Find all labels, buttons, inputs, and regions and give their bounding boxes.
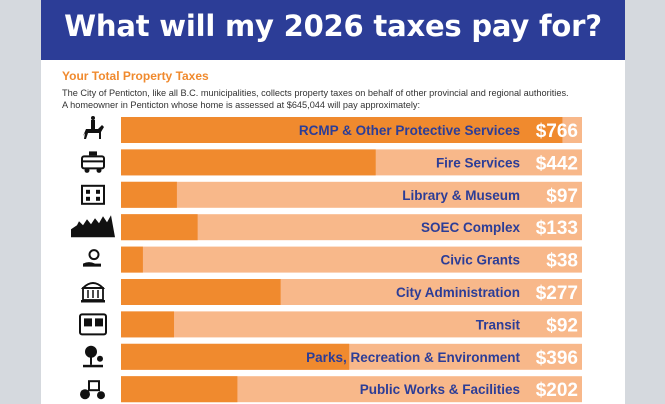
bar-category-label: RCMP & Other Protective Services — [299, 123, 520, 138]
page-title: What will my 2026 taxes pay for? — [64, 9, 602, 43]
library-building-icon — [81, 184, 105, 205]
bar-track — [121, 311, 582, 338]
bar-track — [121, 181, 582, 208]
bar-track — [121, 246, 582, 273]
bar-category-label: Civic Grants — [440, 253, 520, 268]
bar-fill — [121, 181, 177, 208]
bar-fill — [121, 376, 238, 403]
bar-value-label: $277 — [536, 283, 578, 304]
bar-category-label: Library & Museum — [402, 188, 520, 203]
bar-value-label: $133 — [536, 218, 578, 239]
mounted-police-icon — [83, 116, 104, 139]
bar-value-label: $442 — [536, 153, 578, 174]
bar-category-label: Fire Services — [436, 155, 520, 170]
bar-category-label: Parks, Recreation & Environment — [306, 350, 520, 365]
bar-value-label: $396 — [536, 348, 578, 369]
hand-giving-icon — [83, 249, 101, 267]
description-line-1: The City of Penticton, like all B.C. mun… — [62, 88, 569, 98]
bar-value-label: $202 — [536, 380, 578, 401]
section-title: Your Total Property Taxes — [62, 69, 209, 83]
bar-category-label: SOEC Complex — [421, 220, 521, 235]
fire-truck-icon — [81, 151, 105, 173]
bar-fill — [121, 246, 143, 273]
bar-fill — [121, 279, 281, 305]
bar-category-label: Public Works & Facilities — [360, 382, 520, 397]
bar-track — [121, 214, 582, 241]
title-banner: What will my 2026 taxes pay for? — [41, 0, 625, 60]
arena-crowd-icon — [71, 215, 115, 238]
description-line-2: A homeowner in Penticton whose home is a… — [62, 100, 421, 110]
bar-value-label: $766 — [536, 121, 578, 142]
bus-icon — [79, 313, 107, 336]
bar-fill — [121, 311, 175, 338]
bar-category-label: City Administration — [396, 285, 520, 300]
infographic-card: What will my 2026 taxes pay for? Your To… — [41, 0, 625, 404]
road-roller-icon — [80, 380, 105, 400]
bar-fill — [121, 149, 376, 176]
city-hall-icon — [80, 282, 106, 303]
bar-category-label: Transit — [476, 317, 521, 332]
bar-value-label: $97 — [546, 186, 578, 207]
bar-value-label: $92 — [546, 315, 578, 336]
bar-value-label: $38 — [546, 251, 578, 272]
park-tree-icon — [83, 345, 103, 368]
bar-fill — [121, 117, 563, 143]
bar-fill — [121, 214, 198, 241]
bar-fill — [121, 343, 350, 370]
tax-breakdown-chart: $766 RCMP & Other Protective Services $442… — [71, 116, 582, 403]
